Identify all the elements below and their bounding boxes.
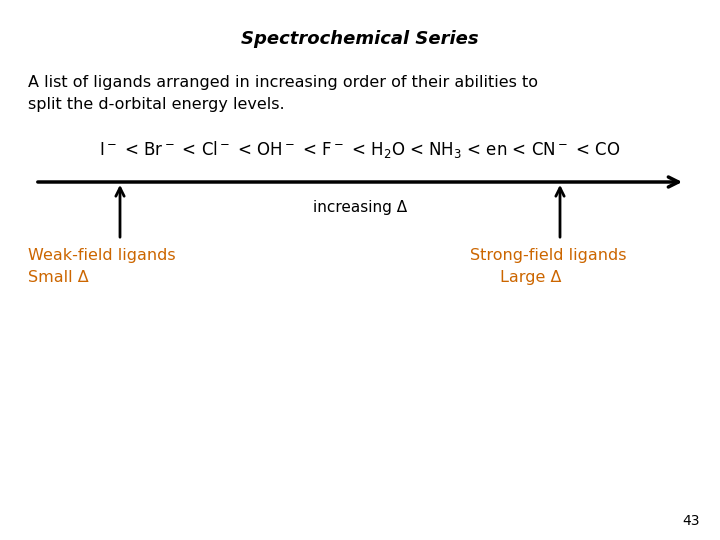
Text: 43: 43 bbox=[683, 514, 700, 528]
Text: increasing Δ: increasing Δ bbox=[313, 200, 407, 215]
Text: Large Δ: Large Δ bbox=[500, 270, 562, 285]
Text: split the d-orbital energy levels.: split the d-orbital energy levels. bbox=[28, 97, 284, 112]
Text: Small Δ: Small Δ bbox=[28, 270, 89, 285]
Text: Spectrochemical Series: Spectrochemical Series bbox=[241, 30, 479, 48]
Text: I$^-$ < Br$^-$ < Cl$^-$ < OH$^-$ < F$^-$ < H$_2$O < NH$_3$ < en < CN$^-$ < CO: I$^-$ < Br$^-$ < Cl$^-$ < OH$^-$ < F$^-$… bbox=[99, 139, 621, 160]
Text: A list of ligands arranged in increasing order of their abilities to: A list of ligands arranged in increasing… bbox=[28, 75, 538, 90]
Text: Weak-field ligands: Weak-field ligands bbox=[28, 248, 176, 263]
Text: Strong-field ligands: Strong-field ligands bbox=[470, 248, 626, 263]
